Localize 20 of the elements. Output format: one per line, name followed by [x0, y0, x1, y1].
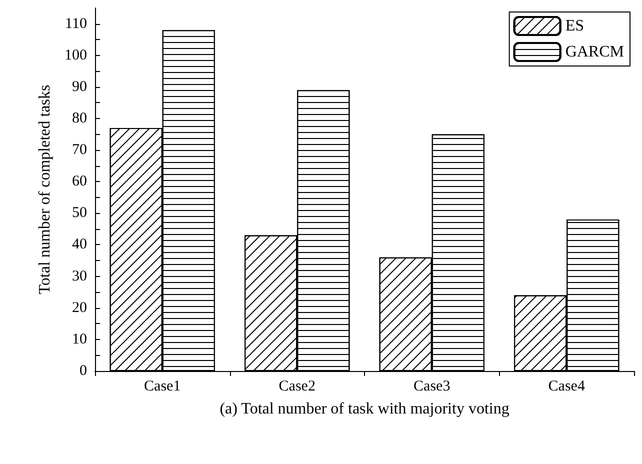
y-tick-label: 30	[72, 268, 87, 284]
y-tick-label: 110	[65, 16, 87, 32]
x-tick-label: Case2	[278, 378, 316, 394]
y-tick-label: 50	[72, 205, 87, 222]
y-tick-label: 0	[80, 363, 87, 379]
y-tick-label: 20	[72, 300, 87, 316]
x-tick-label: Case3	[414, 378, 450, 394]
y-tick-label: 80	[72, 110, 87, 126]
legend-label: GARCM	[565, 44, 624, 60]
x-tick-label: Case4	[548, 378, 586, 394]
y-tick-label: 60	[72, 174, 87, 190]
x-axis-title: (a) Total number of task with majority voting	[220, 400, 510, 418]
y-tick-label: 40	[72, 236, 87, 253]
x-tick-label: Case1	[144, 378, 181, 394]
y-tick-label: 90	[72, 78, 87, 95]
y-axis-title: Total number of completed tasks	[36, 84, 54, 294]
y-tick-label: 10	[72, 331, 87, 348]
legend-label: ES	[565, 18, 584, 34]
y-tick-label: 70	[72, 142, 87, 158]
y-tick-label: 100	[64, 47, 87, 64]
